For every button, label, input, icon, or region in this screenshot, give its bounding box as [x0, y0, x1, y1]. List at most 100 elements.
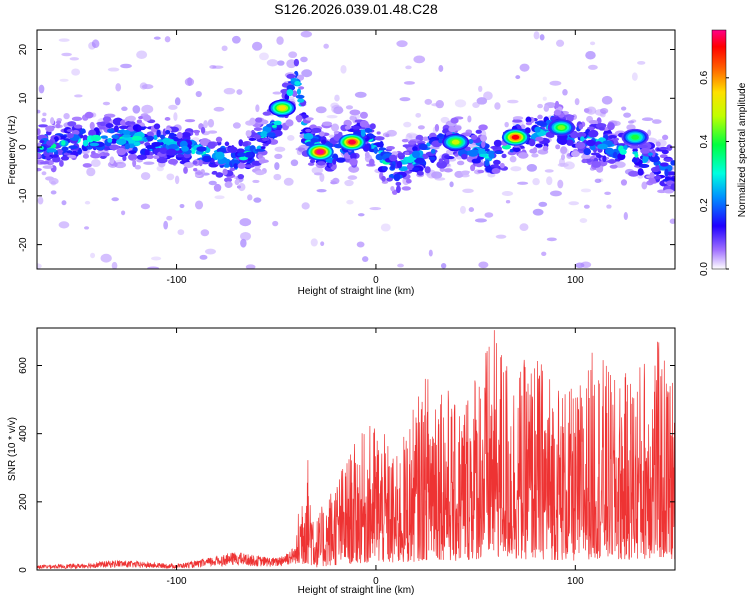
heatmap-cell [534, 126, 541, 133]
heatmap-cell [71, 116, 83, 121]
heatmap-cell [50, 190, 57, 195]
colorbar-tick-label: 0.2 [699, 198, 710, 212]
heatmap-cell [254, 170, 266, 176]
heatmap-cell [167, 158, 179, 165]
heatmap-cell [82, 139, 89, 147]
heatmap-cell [143, 161, 155, 165]
heatmap-cell [140, 172, 151, 180]
heatmap-cell [69, 57, 80, 61]
heatmap-cell [140, 203, 151, 210]
heatmap-cell [142, 114, 152, 122]
heatmap-cell [483, 91, 493, 101]
heatmap-hotspot [631, 134, 640, 140]
heatmap-cell [576, 132, 587, 138]
heatmap-cell [628, 170, 639, 177]
heatmap-cell [211, 171, 217, 175]
heatmap-cell [132, 105, 141, 114]
heatmap-cell [45, 156, 53, 160]
heatmap-cell [604, 191, 611, 196]
heatmap-cell [670, 160, 675, 166]
heatmap-cell [238, 139, 244, 147]
heatmap-cell [286, 89, 294, 97]
heatmap-cell [539, 34, 545, 41]
heatmap-cell [484, 159, 490, 167]
heatmap-cell [153, 36, 161, 40]
heatmap-cell [74, 94, 83, 98]
heatmap-cell [448, 126, 457, 133]
heatmap-cell [59, 160, 64, 167]
heatmap-cell [330, 181, 337, 185]
heatmap-cell [136, 154, 148, 160]
heatmap-hotspot [278, 105, 287, 111]
heatmap-cell [512, 119, 523, 123]
heatmap-cell [234, 175, 239, 180]
heatmap-cell [440, 263, 447, 269]
heatmap-cell [274, 162, 280, 170]
colorbar-tick-label: 0.6 [699, 70, 710, 84]
heatmap-cell [156, 139, 164, 143]
heatmap-cell [156, 129, 161, 138]
heatmap-cell [138, 115, 144, 120]
heatmap-cell [376, 131, 381, 135]
heatmap-cell [66, 154, 77, 159]
heatmap-cell [347, 175, 358, 180]
heatmap-cell [141, 104, 154, 114]
heatmap-cell [311, 166, 324, 175]
heatmap-cell [237, 162, 246, 169]
snr-xtick-label: 100 [567, 576, 584, 587]
heatmap-cell [664, 176, 671, 181]
heatmap-cell [647, 152, 653, 156]
heatmap-cell [544, 169, 554, 173]
heatmap-cell [66, 150, 73, 154]
heatmap-cell [195, 90, 202, 98]
heatmap-cell [320, 241, 325, 246]
heatmap-cell [664, 168, 669, 177]
heatmap-cell [340, 64, 347, 74]
heatmap-cell [416, 170, 424, 176]
heatmap-cell [66, 129, 74, 133]
heatmap-cell [553, 109, 562, 116]
heatmap-cell [137, 125, 142, 132]
heatmap-cell [443, 168, 453, 173]
heatmap-cell [413, 55, 426, 64]
heatmap-cell [478, 124, 488, 131]
snr-xtick-label: -100 [167, 576, 187, 587]
heatmap-cell [237, 174, 245, 180]
heatmap-cell [507, 150, 517, 156]
heatmap-cell [177, 229, 185, 236]
heatmap-cell [251, 41, 263, 51]
heatmap-cell [288, 51, 298, 59]
heatmap-cell [58, 221, 70, 229]
heatmap-cell [100, 253, 112, 263]
heatmap-cell [184, 119, 196, 123]
heatmap-cell [422, 136, 429, 141]
heatmap-cell [151, 141, 161, 147]
heatmap-cell [407, 140, 417, 145]
heatmap-cell [150, 256, 162, 261]
heatmap-cell [136, 50, 148, 59]
heatmap-cell [200, 126, 206, 134]
heatmap-cell [111, 261, 118, 269]
heatmap-cell [519, 223, 529, 232]
heatmap-cell [501, 190, 514, 196]
heatmap-cell [362, 144, 370, 152]
heatmap-cell [344, 179, 354, 187]
spectrogram-ytick-label: 0 [18, 144, 29, 150]
heatmap-cell [546, 237, 557, 242]
heatmap-cell [493, 164, 500, 169]
heatmap-cell [606, 204, 612, 209]
heatmap-cell [604, 147, 615, 155]
heatmap-cell [90, 252, 96, 259]
heatmap-cell [115, 138, 127, 145]
heatmap-cell [380, 223, 391, 232]
heatmap-cell [468, 139, 474, 144]
heatmap-cell [215, 172, 224, 178]
heatmap-cell [266, 123, 274, 128]
heatmap-cell [401, 186, 412, 191]
heatmap-cell [389, 154, 398, 162]
heatmap-cell [89, 121, 95, 130]
heatmap-cell [449, 181, 454, 188]
heatmap-cell [202, 155, 212, 163]
